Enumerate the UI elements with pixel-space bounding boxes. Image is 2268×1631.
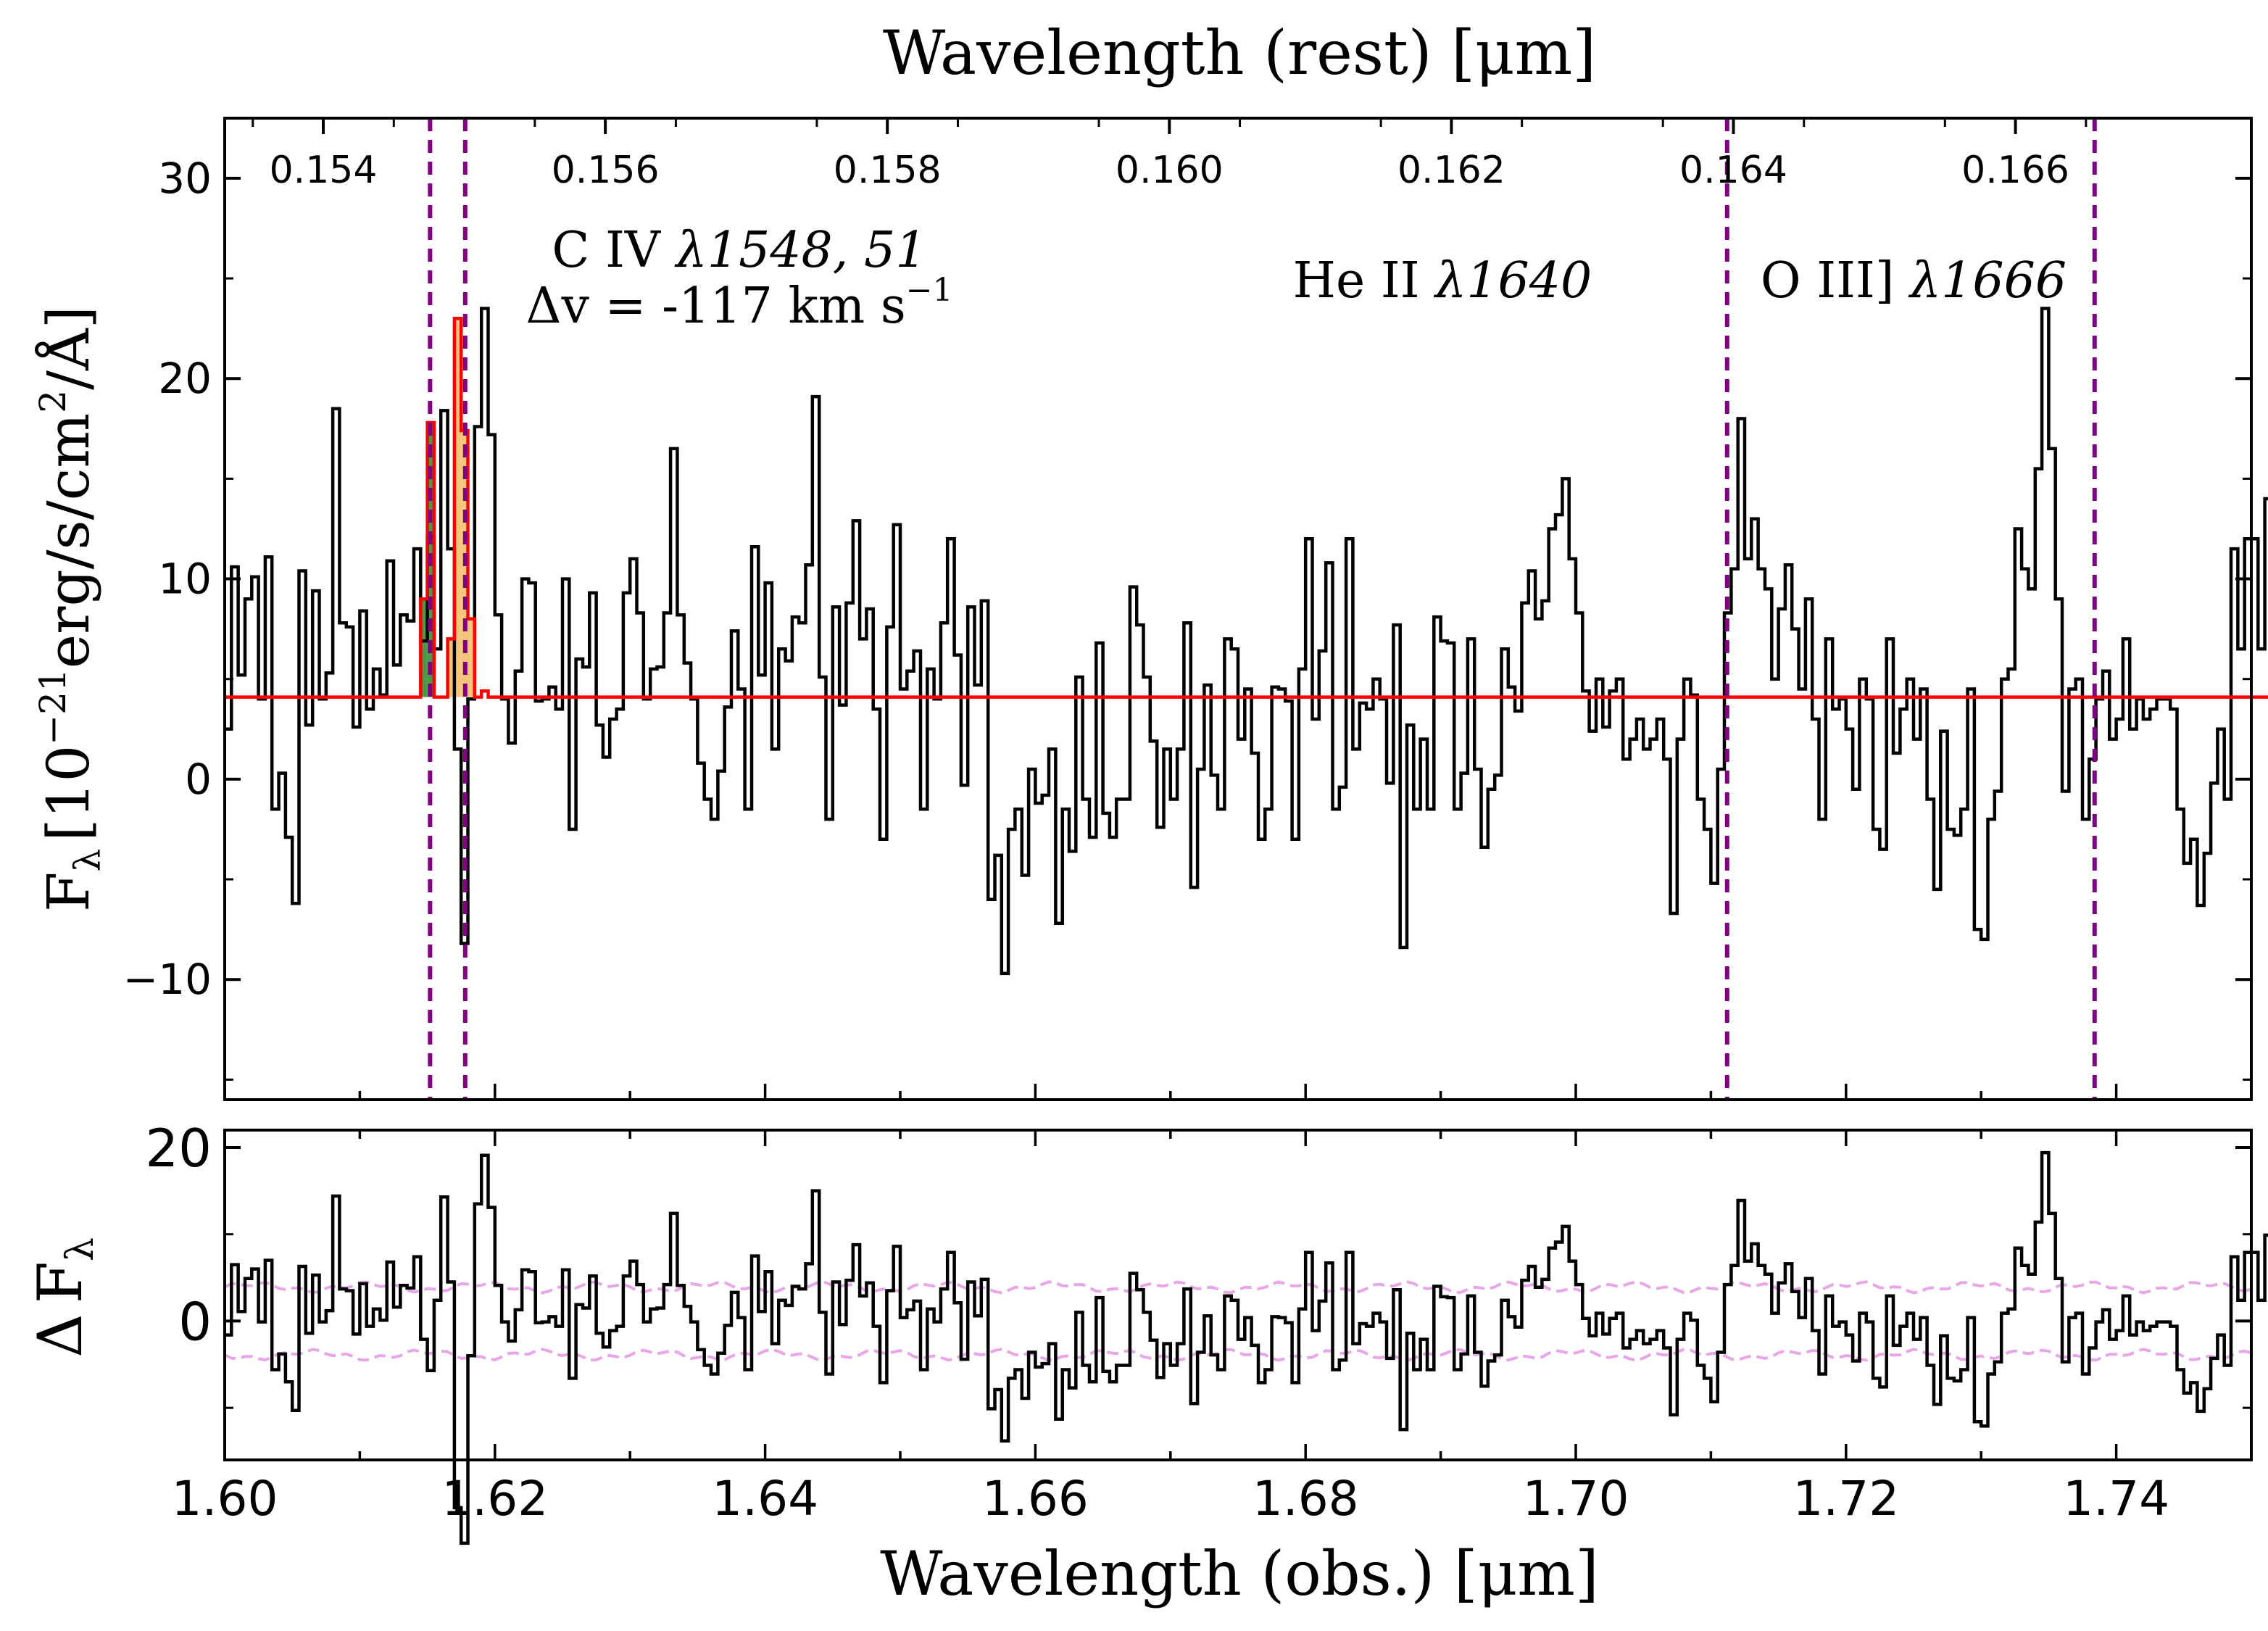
top-x-tick-label: 0.158 <box>834 149 942 192</box>
x-tick-label: 1.74 <box>2063 1471 2169 1527</box>
model-spectrum-line <box>225 317 2268 699</box>
y-tick-label: 20 <box>145 1118 212 1179</box>
x-axis-label: Wavelength (obs.) [μm] <box>880 1538 1598 1609</box>
error-band-lower <box>224 1348 2252 1362</box>
y-tick-label: 0 <box>178 1291 212 1352</box>
y-tick-label: −10 <box>123 955 212 1004</box>
x-tick-label: 1.72 <box>1793 1471 1899 1527</box>
x-tick-label: 1.64 <box>712 1471 818 1527</box>
residual-line <box>225 1150 2268 1545</box>
line-fill-bin <box>447 639 454 697</box>
top-axis-title: Wavelength (rest) [μm] <box>883 17 1596 88</box>
top-x-tick-label: 0.154 <box>270 149 378 192</box>
top-panel: 30 20 10 0 −10 0.154 0.156 0.158 0.160 0.162 0.164… <box>32 17 2268 1101</box>
emission-line-markers <box>428 118 2097 1100</box>
oiii-label: O III] λ1666 <box>1761 252 2066 310</box>
y-tick-label: 30 <box>158 154 212 203</box>
heii-label: He II λ1640 <box>1293 252 1592 310</box>
top-x-tick-label: 0.164 <box>1679 149 1787 192</box>
x-tick-label: 1.60 <box>172 1471 278 1527</box>
line-fill-bin <box>468 618 475 697</box>
top-panel-frame <box>223 117 2253 1101</box>
bottom-panel-frame <box>223 1129 2253 1461</box>
top-x-tick-label: 0.160 <box>1116 149 1224 192</box>
line-fill-bin <box>454 318 462 697</box>
x-tick-label: 1.70 <box>1523 1471 1629 1527</box>
civ-label: C IV λ1548, 51 <box>552 222 926 279</box>
top-y-axis-label: Fλ[10−21erg/s/cm2/Å] <box>32 306 109 912</box>
error-band-upper <box>224 1280 2252 1295</box>
top-x-tick-label: 0.156 <box>552 149 660 192</box>
observed-spectrum-line <box>225 307 2268 976</box>
x-tick-label: 1.66 <box>982 1471 1089 1527</box>
bottom-y-axis-label: ΔFλ <box>25 1237 102 1358</box>
x-tick-label: 1.62 <box>441 1471 548 1527</box>
bottom-panel-ticks: 20 0 1.60 1.62 1.64 1.66 1.68 1.70 1.72 1.74 <box>145 1118 2253 1527</box>
dv-label: Δv = -117 km s−1 <box>526 272 952 335</box>
top-panel-ticks: 30 20 10 0 −10 0.154 0.156 0.158 0.160 0.162 0.164… <box>123 118 2253 1100</box>
x-tick-label: 1.68 <box>1253 1471 1359 1527</box>
top-x-tick-label: 0.166 <box>1961 149 2069 192</box>
y-tick-label: 20 <box>158 354 212 403</box>
y-tick-label: 0 <box>185 755 212 804</box>
top-x-tick-label: 0.162 <box>1397 149 1505 192</box>
bottom-panel: 20 0 1.60 1.62 1.64 1.66 1.68 1.70 1.72 1.74 Wave… <box>25 1118 2268 1609</box>
line-fill-bin <box>420 599 428 697</box>
y-tick-label: 10 <box>158 555 212 604</box>
